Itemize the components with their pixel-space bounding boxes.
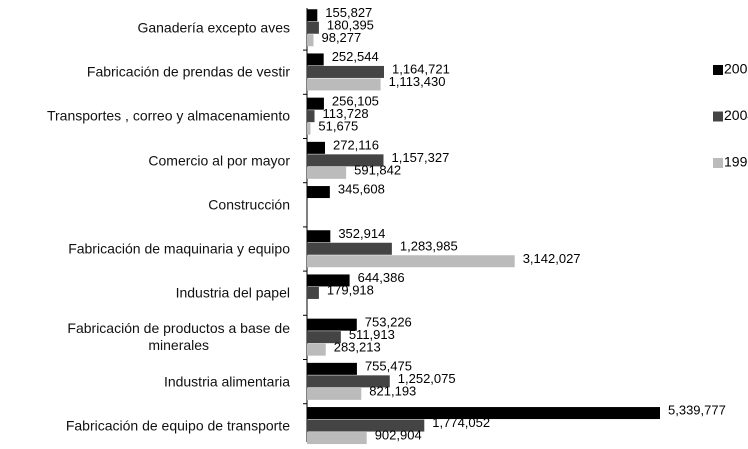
value-label: 1,774,052: [432, 415, 490, 430]
bar: [307, 255, 515, 268]
value-label: 591,842: [354, 163, 401, 178]
bar: [307, 318, 357, 331]
value-label: 821,193: [369, 384, 416, 399]
value-label: 252,544: [332, 49, 379, 64]
bar: [307, 21, 319, 34]
bar: [307, 230, 331, 243]
value-label: 755,475: [365, 359, 412, 374]
value-label: 98,277: [321, 30, 361, 45]
bar: [307, 53, 324, 66]
category-label: Industria del papel: [175, 284, 290, 301]
value-label: 5,339,777: [668, 403, 726, 418]
category-label: Fabricación de equipo de transporte: [65, 417, 290, 434]
value-label: 256,105: [332, 93, 379, 108]
legend-swatch: [713, 158, 723, 168]
category-label: Comercio al por mayor: [148, 152, 290, 169]
value-label: 511,913: [349, 327, 395, 342]
bar: [307, 154, 384, 167]
value-label: 155,827: [325, 5, 372, 20]
value-label: 753,226: [365, 314, 412, 329]
category-label: Construcción: [208, 196, 290, 213]
value-label: 272,116: [333, 138, 379, 153]
category-label: Fabricación de productos a base de miner…: [67, 320, 290, 354]
bar: [307, 34, 314, 47]
value-label: 1,157,327: [392, 150, 450, 165]
value-label: 51,675: [318, 118, 358, 133]
bar: [307, 362, 357, 375]
value-label: 179,918: [327, 283, 374, 298]
category-label: Fabricación de maquinaria y equipo: [68, 240, 290, 257]
legend-label: 1999: [724, 154, 748, 170]
value-label: 1,113,430: [389, 74, 446, 89]
category-label: Fabricación de prendas de vestir: [86, 63, 290, 80]
legend-swatch: [713, 65, 723, 75]
bar: [307, 242, 392, 255]
value-label: 3,142,027: [523, 251, 581, 266]
legend-label: 2009: [724, 61, 748, 77]
bar: [307, 331, 341, 344]
value-label: 1,252,075: [398, 371, 456, 386]
bar: [307, 375, 390, 388]
bar: [307, 110, 315, 123]
value-label: 283,213: [334, 339, 381, 354]
bar: [307, 186, 330, 199]
value-label: 180,395: [327, 17, 374, 32]
value-label: 345,608: [338, 182, 385, 197]
category-label: Transportes , correo y almacenamiento: [46, 107, 290, 124]
bar: [307, 407, 660, 420]
category-label: Industria alimentaria: [163, 373, 290, 390]
bar: [307, 122, 311, 135]
value-label: 644,386: [358, 270, 405, 285]
bar: [307, 419, 425, 432]
value-label: 113,728: [323, 106, 369, 121]
bar: [307, 141, 325, 154]
legend-swatch: [713, 111, 723, 122]
bar: [307, 286, 319, 299]
bar: [307, 166, 347, 179]
bar: [307, 343, 326, 356]
bar: [307, 387, 362, 400]
bar: [307, 432, 367, 445]
bar: [307, 78, 381, 91]
bar: [307, 65, 384, 78]
value-label: 1,283,985: [400, 238, 458, 253]
legend-label: 2004: [724, 107, 748, 123]
value-label: 902,904: [375, 428, 422, 443]
category-label: Ganadería excepto aves: [137, 19, 290, 36]
bar: [307, 97, 324, 110]
bar: [307, 9, 318, 22]
value-label: 1,164,721: [392, 62, 450, 77]
value-label: 352,914: [338, 226, 385, 241]
bar: [307, 274, 350, 287]
